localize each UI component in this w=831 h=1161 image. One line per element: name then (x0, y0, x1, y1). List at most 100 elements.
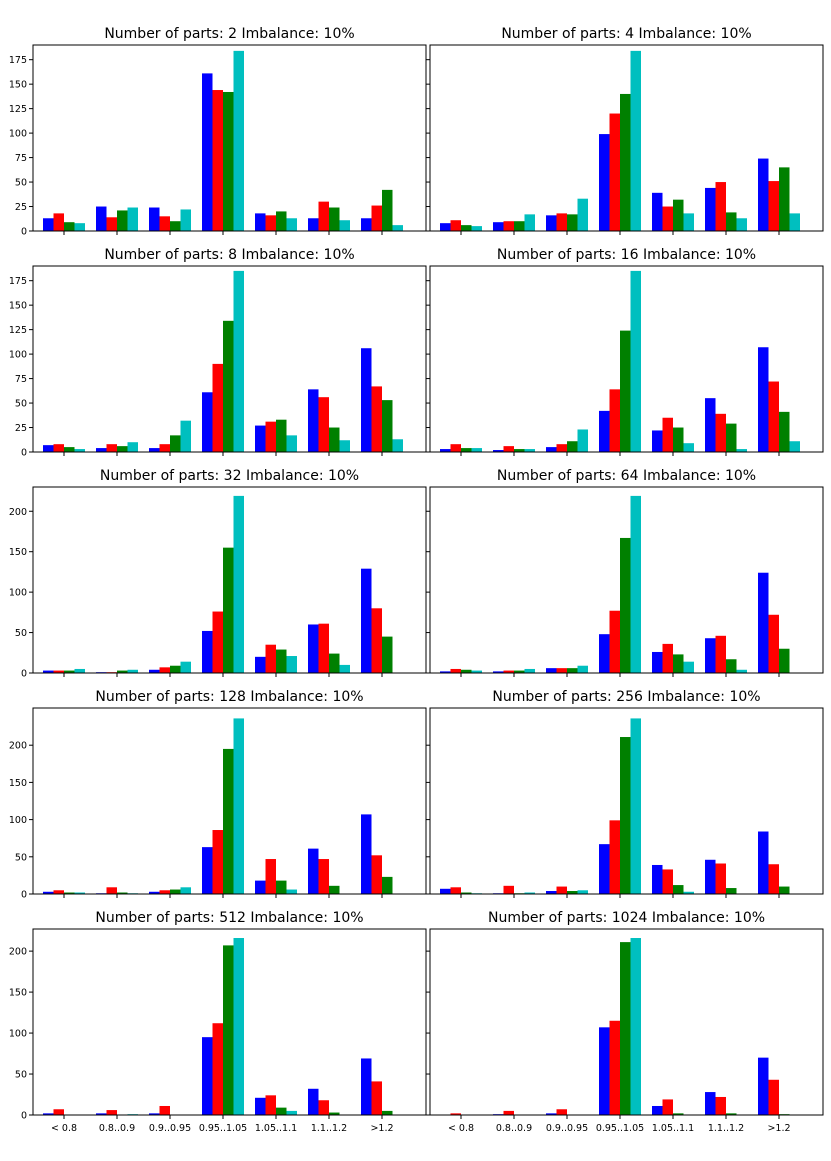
bar (450, 220, 461, 231)
bar (371, 608, 382, 673)
bar (503, 1110, 514, 1115)
bar (255, 656, 266, 673)
bar (255, 425, 266, 452)
axes-frame (32, 928, 427, 1116)
bar (74, 668, 85, 673)
axes-frame (32, 486, 427, 674)
x-tick-label: 0.95..1.05 (199, 1123, 247, 1134)
bar (180, 420, 191, 452)
bar (308, 624, 319, 673)
bar (149, 448, 160, 452)
bar (546, 891, 557, 894)
bar (159, 667, 170, 673)
bar (789, 441, 800, 452)
bar (683, 443, 694, 452)
bar (223, 91, 234, 232)
bar (683, 661, 694, 673)
x-tick-label: 1.1..1.2 (311, 1123, 347, 1134)
y-tick-label: 150 (9, 988, 27, 999)
bar (53, 444, 64, 452)
bar (768, 381, 779, 452)
chart-panel: Number of parts: 4 Imbalance: 10% (426, 26, 824, 235)
bar (461, 225, 472, 231)
bar (371, 855, 382, 894)
bar (106, 1110, 117, 1115)
bar (96, 448, 107, 452)
x-tick-label: >1.2 (370, 1123, 393, 1134)
y-tick-label: 100 (9, 815, 27, 826)
chart-panel: Number of parts: 128 Imbalance: 10% 0 50 10… (9, 689, 427, 901)
bar (715, 635, 726, 673)
bar (106, 217, 117, 231)
bar (318, 623, 329, 673)
bar (276, 419, 287, 452)
bar (339, 440, 350, 452)
bar (329, 207, 340, 231)
bar (620, 537, 631, 673)
bar (726, 888, 737, 894)
bar (361, 1058, 372, 1115)
y-tick-label: 150 (9, 301, 27, 312)
chart-title: Number of parts: 128 Imbalance: 10% (95, 689, 363, 705)
bar (736, 449, 747, 452)
bar (127, 669, 138, 673)
bar (450, 1113, 461, 1115)
bar (361, 218, 372, 231)
bar (705, 1092, 716, 1115)
bar (276, 1107, 287, 1115)
bar (265, 859, 276, 894)
bar (503, 221, 514, 231)
bar (556, 886, 567, 894)
bar (127, 207, 138, 231)
x-tick-label: 0.9..0.95 (149, 1123, 191, 1134)
chart-panel: Number of parts: 2 Imbalance: 10% 0 25 50 75… (9, 26, 427, 238)
bar (265, 644, 276, 673)
bar (212, 830, 223, 894)
bar (503, 885, 514, 894)
bar (159, 216, 170, 231)
bar (382, 189, 393, 231)
y-tick-label: 150 (9, 80, 27, 91)
bar (503, 670, 514, 673)
bar (392, 225, 403, 231)
bar (768, 614, 779, 673)
x-tick-label: >1.2 (767, 1123, 790, 1134)
bar (117, 446, 128, 452)
chart-title: Number of parts: 4 Imbalance: 10% (501, 26, 751, 42)
bar (286, 1110, 297, 1115)
axes-frame (32, 44, 427, 232)
bar (361, 568, 372, 673)
bar (471, 226, 482, 231)
bar (768, 1079, 779, 1115)
chart-title: Number of parts: 16 Imbalance: 10% (497, 247, 756, 263)
bar (662, 417, 673, 452)
bar (371, 1081, 382, 1115)
bar (673, 654, 684, 673)
y-tick-label: 50 (15, 628, 27, 639)
bar (223, 945, 234, 1115)
bar (286, 656, 297, 673)
bar (339, 220, 350, 231)
bar (715, 182, 726, 231)
bar (117, 210, 128, 231)
x-tick-label: 0.9..0.95 (546, 1123, 588, 1134)
bar (726, 1113, 737, 1115)
bar (308, 1088, 319, 1115)
bar (609, 389, 620, 452)
bar (514, 670, 525, 673)
bar (149, 1113, 160, 1115)
bar (599, 634, 610, 673)
bar (758, 158, 769, 231)
bar (440, 223, 451, 231)
bar (652, 864, 663, 894)
bar (726, 212, 737, 231)
bar (779, 167, 790, 231)
bar (662, 1099, 673, 1115)
bar (233, 270, 244, 452)
bar (567, 668, 578, 673)
y-tick-label: 200 (9, 507, 27, 518)
bar (546, 668, 557, 673)
bar (212, 1023, 223, 1115)
bar (789, 213, 800, 231)
